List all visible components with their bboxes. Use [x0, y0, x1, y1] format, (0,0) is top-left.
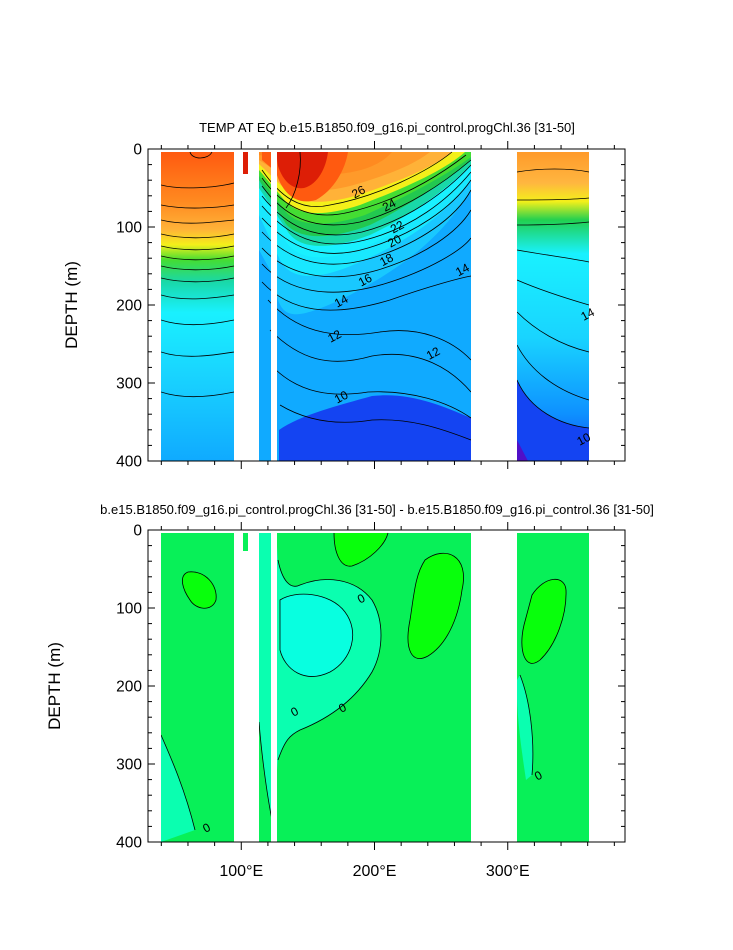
diff-land-gap [234, 530, 259, 842]
diff-positive-patch [182, 571, 217, 609]
temp-y-axis-label: DEPTH (m) [62, 261, 81, 349]
temp-contours [261, 151, 472, 441]
temp-contour-label: 24 [380, 196, 399, 215]
temp-land-gap [271, 149, 277, 461]
diff-east-negative [516, 675, 533, 780]
diff-panel-title: b.e15.B1850.f09_g16.pi_control.progChl.3… [100, 502, 654, 517]
temp-contour-label: 16 [356, 271, 375, 290]
temp-ytick-label: 400 [116, 454, 142, 471]
temp-ytick-label: 0 [133, 142, 142, 159]
diff-ytick-label: 100 [116, 601, 142, 618]
temp-contour-label: 14 [579, 305, 598, 324]
temp-contours-west [161, 151, 235, 398]
diff-axes: 0 100 200 300 400 100°E 200°E 300°E [116, 522, 625, 880]
temp-contour-label: 12 [424, 344, 443, 363]
diff-contours [161, 532, 567, 831]
diff-land-gap [471, 530, 517, 842]
temp-ytick-label: 100 [116, 220, 142, 237]
diff-xtick-label: 300°E [486, 863, 530, 880]
temp-island-patch [243, 152, 248, 174]
temp-land-gap [589, 149, 591, 461]
diff-positive-patch [408, 553, 464, 659]
diff-ytick-label: 300 [116, 757, 142, 774]
temp-contour-label: 20 [385, 232, 404, 251]
temp-contour-label: 12 [325, 327, 344, 346]
diff-positive-patch [334, 533, 388, 567]
temp-contour-label: 10 [332, 388, 351, 407]
temp-ytick-label: 200 [116, 298, 142, 315]
temp-contour-label: 26 [349, 182, 368, 201]
temp-field-east-deep [517, 380, 589, 461]
temp-panel: TEMP AT EQ b.e15.B1850.f09_g16.pi_contro… [62, 120, 626, 471]
diff-field [161, 533, 589, 842]
diff-plot-area [161, 530, 591, 842]
diff-island-patch [243, 533, 248, 551]
diff-positive-patch [521, 579, 567, 664]
diff-land-gap [589, 530, 591, 842]
temp-contours-east [516, 168, 590, 429]
diff-xtick-label: 200°E [353, 863, 397, 880]
temp-plot-area [161, 149, 591, 461]
diff-land-gap [271, 530, 277, 842]
temp-panel-title: TEMP AT EQ b.e15.B1850.f09_g16.pi_contro… [199, 120, 575, 135]
diff-y-axis-label: DEPTH (m) [45, 642, 64, 730]
temp-contour-label: 14 [453, 260, 472, 279]
temp-contour-label: 22 [388, 218, 407, 237]
temp-field-west [161, 152, 234, 461]
diff-negative-core [280, 594, 353, 677]
temp-land-gap [234, 149, 259, 461]
temp-field-east-purple [517, 440, 528, 461]
diff-ytick-label: 200 [116, 679, 142, 696]
diff-ytick-label: 0 [133, 523, 142, 540]
temp-contour-label: 10 [575, 430, 594, 449]
temp-field-central [259, 152, 471, 461]
diff-ytick-label: 400 [116, 835, 142, 852]
diff-panel: b.e15.B1850.f09_g16.pi_control.progChl.3… [45, 502, 654, 880]
temp-ytick-label: 300 [116, 376, 142, 393]
diff-west-negative [161, 735, 195, 842]
diff-xtick-label: 100°E [219, 863, 263, 880]
temp-contour-label: 14 [332, 292, 351, 311]
temp-contour-label: 18 [377, 250, 396, 269]
temp-land-gap [471, 149, 517, 461]
temp-axes: 0 100 200 300 400 [116, 141, 625, 471]
